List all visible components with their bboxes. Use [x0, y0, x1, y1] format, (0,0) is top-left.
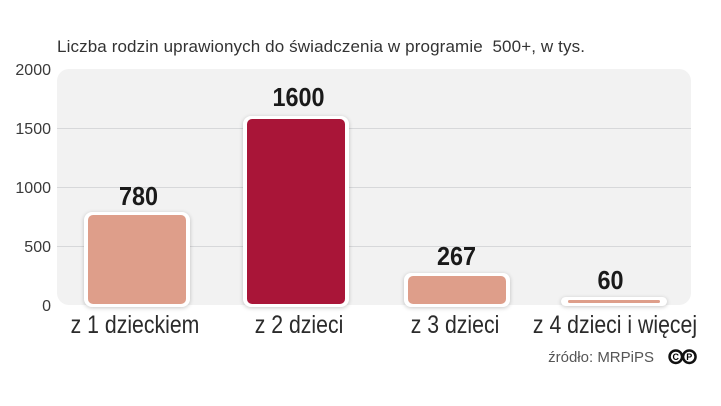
svg-text:P: P — [686, 352, 692, 362]
svg-text:C: C — [673, 352, 680, 362]
